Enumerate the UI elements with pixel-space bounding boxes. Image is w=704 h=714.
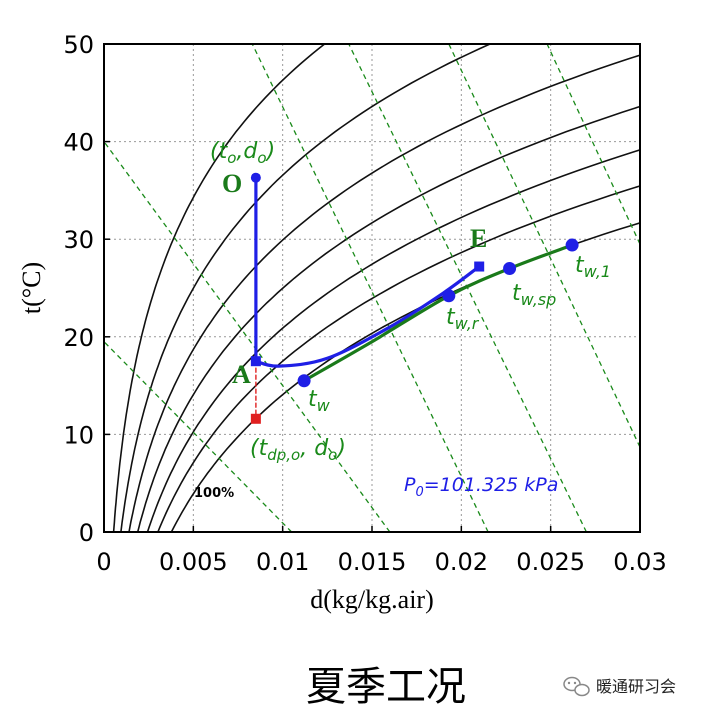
x-tick-label: 0.01 [256,548,309,576]
x-axis-ticks: 0 0.005 0.01 0.015 0.02 0.025 0.03 [96,526,667,576]
y-axis-ticks: 0 10 20 30 40 50 [63,31,110,547]
marker-t-w-1 [565,238,579,252]
x-tick-label: 0 [96,548,111,576]
caption: 夏季工况 [306,664,466,710]
rh-100-label: 100% [194,486,234,501]
tw1-label: tw,1 [575,253,611,281]
marker-e [474,261,485,272]
wet-bulb-line [448,44,640,448]
y-tick-label: 10 [63,421,94,449]
y-tick-label: 30 [63,226,94,254]
rh-curve [157,185,640,532]
rh-curve [120,44,492,532]
y-axis-label: t(°C) [17,262,46,314]
wechat-icon [563,676,590,697]
watermark: 暖通研习会 [563,676,676,697]
y-tick-label: 0 [79,519,94,547]
marker-t-w [297,374,311,388]
rh-curves [112,44,640,532]
marker-t-dp-o [250,413,261,424]
dew-point-label: (tdp,o, do) [250,436,346,464]
rh-curve [146,149,640,532]
point-O-label: O [222,169,242,198]
x-tick-label: 0.02 [435,548,488,576]
rh-curve [128,54,640,532]
rh-curve [136,105,640,532]
x-tick-label: 0.025 [516,548,585,576]
x-tick-label: 0.03 [613,548,666,576]
pressure-label: P0=101.325 kPa [404,474,558,500]
y-tick-label: 40 [63,129,94,157]
wet-bulb-line [546,44,640,245]
state-markers [250,172,579,424]
point-E-label: E [470,224,487,253]
x-axis-label: d(kg/kg.air) [310,585,433,614]
wet-bulb-line [251,44,489,532]
outdoor-state-label: (to,do) [210,139,275,167]
x-tick-label: 0.015 [338,548,407,576]
twsp-label: tw,sp [512,281,556,309]
y-tick-label: 20 [63,324,94,352]
marker-o [250,172,261,183]
point-A-label: A [232,360,251,389]
rh-curve [112,44,326,532]
twr-label: tw,r [446,305,480,333]
watermark-text: 暖通研习会 [596,677,676,696]
tw-label: tw [308,387,331,415]
marker-t-w-sp [503,261,517,275]
x-tick-label: 0.005 [159,548,228,576]
marker-t-w-r [442,289,456,303]
y-tick-label: 50 [63,31,94,59]
marker-a [250,356,261,367]
